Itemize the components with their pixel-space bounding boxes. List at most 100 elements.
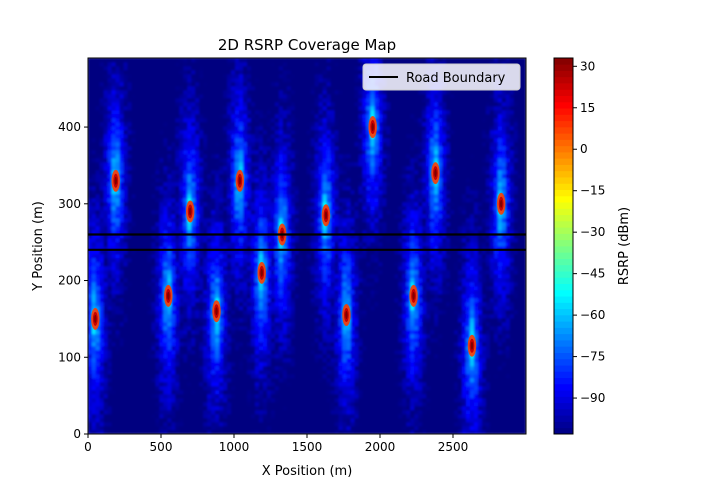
heatmap-cell (239, 281, 244, 287)
heatmap-cell (235, 385, 240, 391)
heatmap-cell (242, 297, 248, 303)
heatmap-cell (282, 257, 288, 263)
heatmap-cell (131, 349, 137, 355)
heatmap-cell (207, 277, 212, 283)
heatmap-cell (223, 285, 228, 291)
heatmap-cell (442, 281, 447, 287)
heatmap-cell (438, 425, 443, 431)
heatmap-cell (458, 305, 463, 311)
heatmap-cell (446, 401, 451, 407)
heatmap-cell (99, 409, 105, 415)
heatmap-cell (501, 377, 507, 383)
heatmap-cell (330, 301, 336, 307)
heatmap-cell (509, 381, 515, 387)
heatmap-cell (119, 341, 125, 347)
heatmap-cell (219, 337, 224, 343)
heatmap-cell (227, 269, 232, 275)
heatmap-cell (509, 361, 515, 367)
heatmap-cell (430, 313, 435, 319)
heatmap-cell (175, 373, 180, 379)
heatmap-cell (306, 397, 312, 403)
heatmap-cell (430, 365, 435, 371)
heatmap-cell (175, 257, 180, 263)
heatmap-cell (493, 393, 499, 399)
heatmap-cell (91, 273, 97, 279)
heatmap-cell (521, 289, 526, 295)
heatmap-cell (442, 357, 447, 363)
heatmap-cell (223, 413, 228, 419)
heatmap-cell (179, 301, 184, 307)
heatmap-cell (434, 345, 439, 351)
heatmap-cell (489, 285, 495, 291)
heatmap-cell (438, 385, 443, 391)
heatmap-cell (430, 421, 435, 427)
heatmap-cell (242, 373, 248, 379)
heatmap-cell (278, 385, 284, 391)
heatmap-cell (227, 285, 232, 291)
heatmap-cell (346, 421, 352, 427)
heatmap-cell (386, 369, 391, 375)
heatmap-cell (171, 385, 176, 391)
heatmap-cell (179, 429, 184, 434)
heatmap-cell (119, 373, 125, 379)
heatmap-cell (250, 253, 256, 259)
heatmap-cell (362, 409, 368, 415)
heatmap-cell (477, 265, 483, 271)
heatmap-cell (338, 429, 344, 434)
heatmap-cell (163, 253, 168, 259)
heatmap-cell (497, 281, 503, 287)
heatmap-cell (330, 333, 336, 339)
heatmap-cell (454, 409, 459, 415)
heatmap-cell (318, 357, 324, 363)
heatmap-cell (465, 253, 471, 259)
heatmap-cell (450, 393, 455, 399)
heatmap-cell (517, 293, 523, 299)
heatmap-cell (250, 269, 256, 275)
heatmap-cell (338, 317, 344, 323)
heatmap-cell (282, 341, 288, 347)
heatmap-cell (505, 389, 511, 395)
heatmap-cell (95, 413, 101, 419)
heatmap-cell (159, 377, 164, 383)
heatmap-cell (481, 261, 487, 267)
heatmap-cell (342, 329, 348, 335)
heatmap-cell (191, 381, 196, 387)
heatmap-cell (115, 273, 121, 279)
heatmap-cell (250, 409, 256, 415)
heatmap-cell (406, 421, 411, 427)
heatmap-cell (239, 333, 244, 339)
heatmap-cell (135, 297, 141, 303)
heatmap-cell (354, 281, 360, 287)
heatmap-cell (402, 369, 407, 375)
heatmap-cell (115, 321, 121, 327)
heatmap-cell (187, 369, 192, 375)
heatmap-cell (318, 321, 324, 327)
heatmap-cell (211, 429, 216, 434)
heatmap-cell (442, 289, 447, 295)
heatmap-cell (370, 417, 375, 423)
heatmap-cell (119, 345, 125, 351)
heatmap-cell (318, 341, 324, 347)
heatmap-cell (91, 389, 97, 395)
heatmap-cell (430, 381, 435, 387)
heatmap-cell (485, 333, 491, 339)
heatmap-cell (473, 349, 479, 355)
heatmap-cell (199, 341, 204, 347)
heatmap-cell (262, 421, 268, 427)
heatmap-cell (223, 345, 228, 351)
heatmap-cell (374, 309, 379, 315)
heatmap-cell (458, 293, 463, 299)
heatmap-cell (151, 249, 156, 255)
heatmap-cell (422, 349, 427, 355)
heatmap-cell (135, 353, 141, 359)
heatmap-cell (477, 405, 483, 411)
heatmap-cell (91, 361, 97, 367)
heatmap-cell (187, 341, 192, 347)
heatmap-cell (426, 257, 431, 263)
heatmap-cell (171, 257, 176, 263)
heatmap-cell (422, 381, 427, 387)
heatmap-cell (254, 413, 260, 419)
heatmap-cell (103, 257, 109, 263)
heatmap-cell (131, 389, 137, 395)
heatmap-cell (513, 321, 519, 327)
